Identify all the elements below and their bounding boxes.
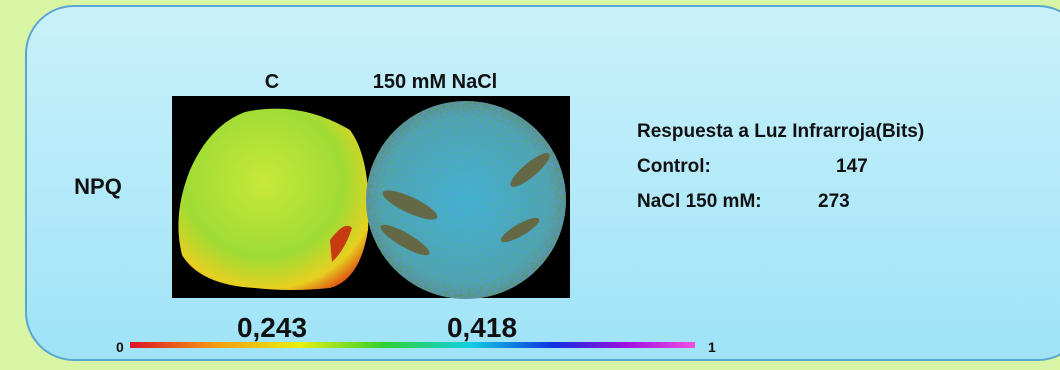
info-value: 147 [836,156,868,177]
value-control: 0,243 [237,312,307,343]
slide: C 150 mM NaCl NPQ 0,243 0,418 0 1 Respue… [0,0,1060,365]
info-label: Control: [637,156,711,177]
page: C 150 mM NaCl NPQ 0,243 0,418 0 1 Respue… [0,0,1060,365]
parameter: NPQ [74,174,122,199]
info-value: 273 [818,191,850,212]
scale-min: 0 [116,339,124,355]
label-treatment: 150 mM NaCl [373,71,498,93]
label-control: C [265,71,279,93]
info-label: NaCl 150 mM: [637,191,762,212]
info-title: Respuesta a Luz Infrarroja(Bits) [637,121,924,142]
scale-max: 1 [708,339,716,355]
value-treatment: 0,418 [447,312,517,343]
color-scale [130,342,695,348]
